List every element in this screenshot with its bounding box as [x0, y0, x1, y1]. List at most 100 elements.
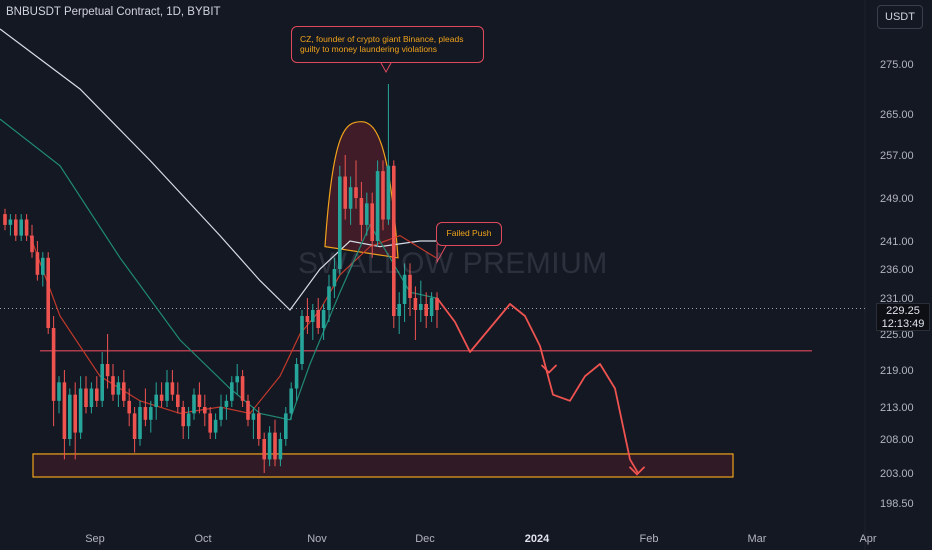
candle-body	[51, 328, 56, 401]
candle-body	[273, 432, 277, 460]
candle-body	[159, 394, 164, 401]
y-tick-label: 241.00	[880, 236, 914, 248]
y-tick-label: 203.00	[880, 468, 914, 480]
candle-body	[332, 269, 337, 287]
candle-body	[100, 364, 104, 401]
candle-body	[122, 382, 126, 401]
candle-body	[30, 235, 34, 253]
y-tick-label: 198.50	[880, 498, 914, 510]
candle-body	[321, 310, 326, 328]
candle-body	[348, 187, 353, 209]
candle-body	[181, 407, 185, 427]
candle-body	[300, 316, 304, 364]
candle-body	[284, 413, 288, 439]
y-tick-label: 275.00	[880, 59, 914, 71]
x-tick-label: Apr	[859, 533, 876, 545]
candle-body	[343, 176, 347, 209]
projection-arrowhead	[541, 364, 557, 374]
candle-body	[240, 376, 245, 401]
y-tick-label: 231.00	[880, 293, 914, 305]
candle-body	[262, 439, 266, 460]
candle-body	[46, 257, 50, 328]
last-price: 229.25	[886, 305, 920, 317]
callout-pointer	[380, 62, 392, 74]
candle-body	[267, 432, 272, 460]
candle-body	[111, 376, 115, 395]
projection-path	[436, 297, 639, 474]
candle-body	[78, 388, 83, 433]
candle-body	[424, 304, 428, 316]
y-tick-label: 219.00	[880, 365, 914, 377]
candle-body	[154, 394, 158, 407]
candle-body	[24, 219, 29, 236]
x-tick-label: Feb	[640, 533, 659, 545]
candle-body	[138, 407, 142, 439]
candle-body	[354, 187, 358, 198]
candle-body	[95, 388, 99, 401]
y-tick-label: 225.00	[880, 329, 914, 341]
candle-body	[316, 310, 320, 328]
candle-body	[370, 203, 374, 241]
failed-push-callout: Failed Push	[436, 222, 502, 246]
candle-body	[127, 400, 131, 414]
candle-body	[402, 274, 407, 304]
candle-body	[35, 252, 40, 275]
y-tick-label: 257.00	[880, 150, 914, 162]
candle-body	[235, 376, 239, 383]
candle-body	[311, 310, 315, 322]
candle-body	[208, 413, 212, 433]
candle-body	[392, 165, 396, 316]
x-tick-label: Sep	[85, 533, 105, 545]
candle-body	[246, 400, 250, 420]
price-axis-panel	[865, 0, 932, 550]
candle-body	[132, 413, 137, 439]
candle-body	[289, 388, 293, 414]
candle-body	[381, 171, 385, 220]
candle-body	[219, 407, 223, 420]
y-tick-label: 208.00	[880, 434, 914, 446]
watermark: SWALLOW PREMIUM	[298, 247, 608, 280]
candle-body	[413, 298, 418, 310]
x-tick-label: Dec	[415, 533, 435, 545]
candle-body	[257, 413, 261, 439]
candle-body	[419, 304, 423, 310]
candle-body	[149, 407, 153, 420]
demand-zone-box	[32, 453, 734, 478]
candle-body	[116, 382, 121, 395]
candle-body	[89, 388, 94, 407]
candle-body	[41, 257, 45, 275]
fast-moving-average	[0, 118, 437, 421]
last-price-tag: 229.25 12:13:49	[876, 303, 930, 331]
candle-body	[338, 176, 342, 269]
candle-body	[143, 407, 148, 420]
x-tick-label: 2024	[525, 533, 550, 545]
binance-news-callout: CZ, founder of crypto giant Binance, ple…	[291, 26, 484, 63]
x-tick-label: Oct	[194, 533, 211, 545]
candle-body	[278, 439, 283, 460]
candle-body	[3, 214, 7, 225]
red-moving-average	[29, 234, 437, 415]
candle-body	[230, 382, 234, 401]
candle-body	[375, 171, 380, 241]
currency-button[interactable]: USDT	[877, 5, 923, 29]
candle-body	[165, 382, 169, 401]
candle-body	[408, 274, 412, 298]
candle-body	[62, 382, 67, 439]
y-tick-label: 249.00	[880, 193, 914, 205]
x-tick-label: Nov	[307, 533, 327, 545]
candle-body	[192, 394, 196, 414]
candle-body	[327, 286, 331, 310]
projection-arrowhead	[629, 466, 645, 476]
candle-body	[203, 407, 207, 414]
candle-body	[14, 219, 18, 236]
candle-body	[186, 413, 191, 427]
candle-body	[197, 394, 202, 407]
candle-body	[73, 394, 77, 433]
callout-pointer	[436, 243, 448, 264]
candle-body	[359, 198, 364, 225]
candle-body	[84, 388, 88, 407]
candle-body	[429, 298, 434, 316]
candle-body	[8, 219, 13, 225]
candle-body	[294, 364, 299, 389]
